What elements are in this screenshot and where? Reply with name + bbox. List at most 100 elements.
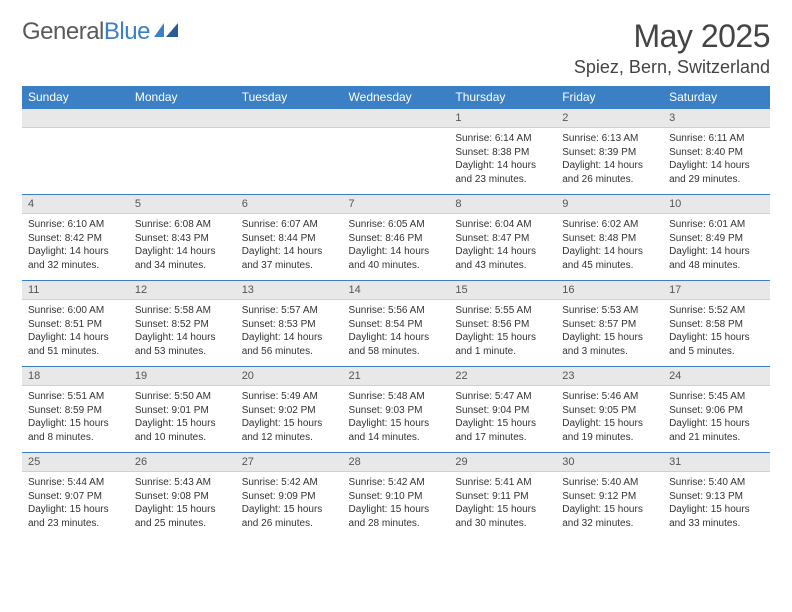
day-details: Sunrise: 5:45 AMSunset: 9:06 PMDaylight:… xyxy=(663,386,770,452)
day-details: Sunrise: 5:47 AMSunset: 9:04 PMDaylight:… xyxy=(449,386,556,452)
calendar-day-cell: 10Sunrise: 6:01 AMSunset: 8:49 PMDayligh… xyxy=(663,195,770,281)
weekday-header: Wednesday xyxy=(343,86,450,109)
day-number: 13 xyxy=(236,281,343,300)
day-number: 20 xyxy=(236,367,343,386)
calendar-day-cell: 18Sunrise: 5:51 AMSunset: 8:59 PMDayligh… xyxy=(22,367,129,453)
day-number: 2 xyxy=(556,109,663,128)
day-number: 24 xyxy=(663,367,770,386)
calendar-day-cell: 5Sunrise: 6:08 AMSunset: 8:43 PMDaylight… xyxy=(129,195,236,281)
calendar-day-cell: 19Sunrise: 5:50 AMSunset: 9:01 PMDayligh… xyxy=(129,367,236,453)
day-number: 17 xyxy=(663,281,770,300)
day-details: Sunrise: 6:05 AMSunset: 8:46 PMDaylight:… xyxy=(343,214,450,280)
day-number: 19 xyxy=(129,367,236,386)
calendar-day-cell: 12Sunrise: 5:58 AMSunset: 8:52 PMDayligh… xyxy=(129,281,236,367)
calendar-day-cell: 8Sunrise: 6:04 AMSunset: 8:47 PMDaylight… xyxy=(449,195,556,281)
calendar-day-cell: 26Sunrise: 5:43 AMSunset: 9:08 PMDayligh… xyxy=(129,453,236,539)
day-number: 16 xyxy=(556,281,663,300)
day-number: 21 xyxy=(343,367,450,386)
day-details: Sunrise: 5:49 AMSunset: 9:02 PMDaylight:… xyxy=(236,386,343,452)
calendar-day-cell: 22Sunrise: 5:47 AMSunset: 9:04 PMDayligh… xyxy=(449,367,556,453)
weekday-header: Thursday xyxy=(449,86,556,109)
day-number: 9 xyxy=(556,195,663,214)
calendar-day-cell: 24Sunrise: 5:45 AMSunset: 9:06 PMDayligh… xyxy=(663,367,770,453)
calendar-week-row: 25Sunrise: 5:44 AMSunset: 9:07 PMDayligh… xyxy=(22,453,770,539)
day-number: 5 xyxy=(129,195,236,214)
day-number: 22 xyxy=(449,367,556,386)
day-details: Sunrise: 5:46 AMSunset: 9:05 PMDaylight:… xyxy=(556,386,663,452)
calendar-day-cell: 28Sunrise: 5:42 AMSunset: 9:10 PMDayligh… xyxy=(343,453,450,539)
calendar-day-cell: 30Sunrise: 5:40 AMSunset: 9:12 PMDayligh… xyxy=(556,453,663,539)
day-number: 31 xyxy=(663,453,770,472)
calendar-week-row: 11Sunrise: 6:00 AMSunset: 8:51 PMDayligh… xyxy=(22,281,770,367)
day-details: Sunrise: 6:11 AMSunset: 8:40 PMDaylight:… xyxy=(663,128,770,194)
day-details: Sunrise: 5:40 AMSunset: 9:13 PMDaylight:… xyxy=(663,472,770,538)
day-details: Sunrise: 5:55 AMSunset: 8:56 PMDaylight:… xyxy=(449,300,556,366)
day-number: 1 xyxy=(449,109,556,128)
day-number: 30 xyxy=(556,453,663,472)
day-number: 3 xyxy=(663,109,770,128)
calendar-day-cell: 16Sunrise: 5:53 AMSunset: 8:57 PMDayligh… xyxy=(556,281,663,367)
day-number: 6 xyxy=(236,195,343,214)
day-details: Sunrise: 5:51 AMSunset: 8:59 PMDaylight:… xyxy=(22,386,129,452)
day-details: Sunrise: 5:56 AMSunset: 8:54 PMDaylight:… xyxy=(343,300,450,366)
calendar-week-row: 4Sunrise: 6:10 AMSunset: 8:42 PMDaylight… xyxy=(22,195,770,281)
day-number: 12 xyxy=(129,281,236,300)
calendar-day-cell: 6Sunrise: 6:07 AMSunset: 8:44 PMDaylight… xyxy=(236,195,343,281)
calendar-day-cell: 29Sunrise: 5:41 AMSunset: 9:11 PMDayligh… xyxy=(449,453,556,539)
day-details: Sunrise: 5:44 AMSunset: 9:07 PMDaylight:… xyxy=(22,472,129,538)
calendar-day-cell: 14Sunrise: 5:56 AMSunset: 8:54 PMDayligh… xyxy=(343,281,450,367)
day-number: 26 xyxy=(129,453,236,472)
day-number: 8 xyxy=(449,195,556,214)
day-details: Sunrise: 6:04 AMSunset: 8:47 PMDaylight:… xyxy=(449,214,556,280)
weekday-header: Sunday xyxy=(22,86,129,109)
logo-text: GeneralBlue xyxy=(22,18,150,46)
day-details: Sunrise: 6:10 AMSunset: 8:42 PMDaylight:… xyxy=(22,214,129,280)
month-title: May 2025 xyxy=(574,18,770,55)
calendar-day-cell: 23Sunrise: 5:46 AMSunset: 9:05 PMDayligh… xyxy=(556,367,663,453)
weekday-header: Tuesday xyxy=(236,86,343,109)
weekday-header: Saturday xyxy=(663,86,770,109)
day-number: 14 xyxy=(343,281,450,300)
day-details: Sunrise: 5:58 AMSunset: 8:52 PMDaylight:… xyxy=(129,300,236,366)
calendar-day-cell: 20Sunrise: 5:49 AMSunset: 9:02 PMDayligh… xyxy=(236,367,343,453)
calendar-day-cell: 13Sunrise: 5:57 AMSunset: 8:53 PMDayligh… xyxy=(236,281,343,367)
day-number: 11 xyxy=(22,281,129,300)
day-number: 28 xyxy=(343,453,450,472)
title-block: May 2025 Spiez, Bern, Switzerland xyxy=(574,18,770,78)
calendar-day-cell: 4Sunrise: 6:10 AMSunset: 8:42 PMDaylight… xyxy=(22,195,129,281)
calendar-week-row: 18Sunrise: 5:51 AMSunset: 8:59 PMDayligh… xyxy=(22,367,770,453)
calendar-day-cell: 17Sunrise: 5:52 AMSunset: 8:58 PMDayligh… xyxy=(663,281,770,367)
sail-icon xyxy=(154,23,180,37)
day-number: 4 xyxy=(22,195,129,214)
calendar-day-cell: 2Sunrise: 6:13 AMSunset: 8:39 PMDaylight… xyxy=(556,109,663,195)
day-details: Sunrise: 5:50 AMSunset: 9:01 PMDaylight:… xyxy=(129,386,236,452)
calendar-day-cell: 7Sunrise: 6:05 AMSunset: 8:46 PMDaylight… xyxy=(343,195,450,281)
day-number: 25 xyxy=(22,453,129,472)
day-number: 18 xyxy=(22,367,129,386)
day-details: Sunrise: 5:42 AMSunset: 9:10 PMDaylight:… xyxy=(343,472,450,538)
logo-word-2: Blue xyxy=(104,18,150,45)
day-number: 7 xyxy=(343,195,450,214)
weekday-header: Monday xyxy=(129,86,236,109)
calendar-day-cell: 31Sunrise: 5:40 AMSunset: 9:13 PMDayligh… xyxy=(663,453,770,539)
logo: GeneralBlue xyxy=(22,18,180,46)
day-details: Sunrise: 5:43 AMSunset: 9:08 PMDaylight:… xyxy=(129,472,236,538)
day-details: Sunrise: 5:52 AMSunset: 8:58 PMDaylight:… xyxy=(663,300,770,366)
location: Spiez, Bern, Switzerland xyxy=(574,57,770,78)
day-number: 27 xyxy=(236,453,343,472)
calendar-day-cell: 9Sunrise: 6:02 AMSunset: 8:48 PMDaylight… xyxy=(556,195,663,281)
day-details: Sunrise: 5:41 AMSunset: 9:11 PMDaylight:… xyxy=(449,472,556,538)
calendar-day-cell xyxy=(129,109,236,195)
day-number: 29 xyxy=(449,453,556,472)
day-number: 15 xyxy=(449,281,556,300)
day-details: Sunrise: 6:00 AMSunset: 8:51 PMDaylight:… xyxy=(22,300,129,366)
day-details: Sunrise: 6:14 AMSunset: 8:38 PMDaylight:… xyxy=(449,128,556,194)
day-details: Sunrise: 6:01 AMSunset: 8:49 PMDaylight:… xyxy=(663,214,770,280)
day-number: 10 xyxy=(663,195,770,214)
calendar-week-row: 1Sunrise: 6:14 AMSunset: 8:38 PMDaylight… xyxy=(22,109,770,195)
calendar-day-cell: 21Sunrise: 5:48 AMSunset: 9:03 PMDayligh… xyxy=(343,367,450,453)
calendar-day-cell xyxy=(236,109,343,195)
day-details: Sunrise: 6:07 AMSunset: 8:44 PMDaylight:… xyxy=(236,214,343,280)
logo-word-1: General xyxy=(22,18,104,45)
day-details: Sunrise: 6:08 AMSunset: 8:43 PMDaylight:… xyxy=(129,214,236,280)
